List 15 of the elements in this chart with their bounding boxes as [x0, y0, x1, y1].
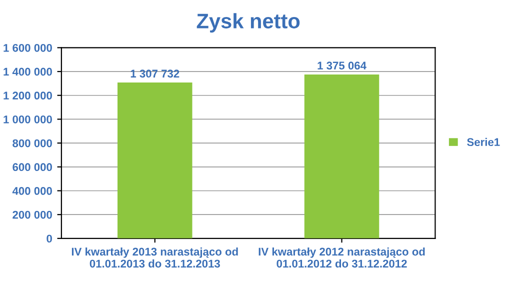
- y-tick-label: 200 000: [12, 210, 52, 219]
- y-tick-label: 1 600 000: [4, 44, 52, 52]
- legend-label: Serie1: [467, 138, 500, 146]
- y-tick-label: 1 000 000: [4, 115, 52, 124]
- data-label: 1 375 064: [318, 62, 366, 70]
- y-tick-label: 0: [46, 234, 52, 243]
- y-tick-label: 800 000: [12, 139, 52, 148]
- data-label: 1 307 732: [130, 70, 180, 78]
- x-tick-label: IV kwartały 2012 narastająco od 01.01.2012 do 31.12.2012: [258, 247, 425, 268]
- y-tick-label: 400 000: [12, 187, 52, 195]
- chart-title: Zysk netto: [196, 13, 300, 33]
- y-tick-label: 1 400 000: [4, 68, 52, 76]
- y-tick-label: 1 200 000: [4, 92, 52, 100]
- y-tick-label: 600 000: [12, 163, 52, 172]
- x-tick-label: IV kwartały 2013 narastająco od 01.01.2013 do 31.12.2013: [72, 247, 238, 268]
